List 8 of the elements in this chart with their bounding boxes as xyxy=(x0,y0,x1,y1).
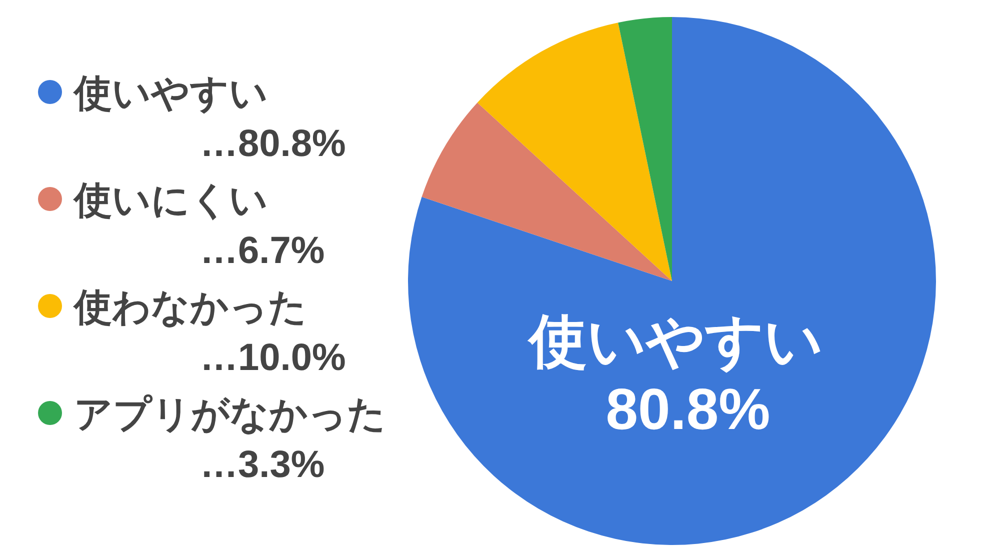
legend-label: 使いにくい xyxy=(72,180,268,222)
data-label: …3.3% xyxy=(200,444,325,486)
data-label: …6.7% xyxy=(200,230,325,272)
legend-label: 使わなかった xyxy=(72,287,307,329)
data-label: …80.8% xyxy=(200,123,346,165)
legend-label: アプリがなかった xyxy=(74,394,386,436)
legend-label: 使いやすい xyxy=(72,73,268,115)
data-label: …10.0% xyxy=(200,337,346,379)
